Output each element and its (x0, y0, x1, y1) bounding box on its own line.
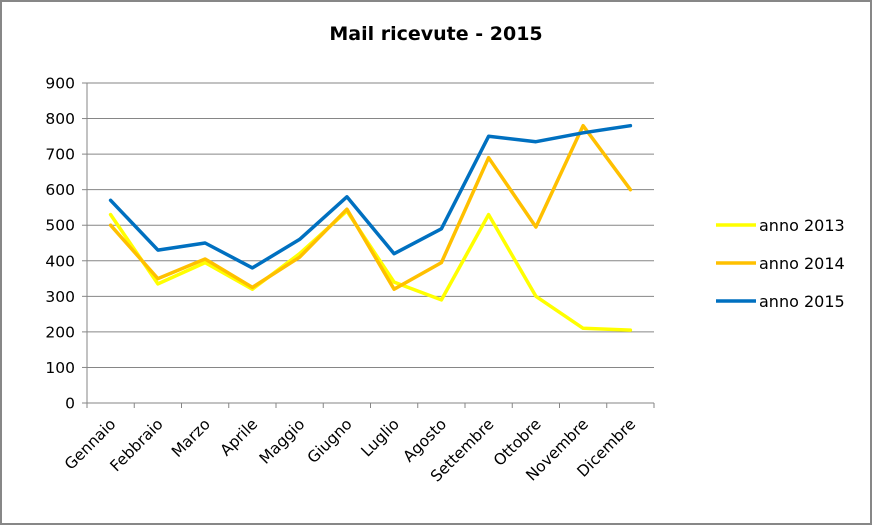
legend: anno 2013 anno 2014 anno 2015 (716, 216, 845, 311)
x-tick-label: Marzo (168, 415, 214, 461)
y-tick-label: 700 (45, 146, 75, 164)
legend-item: anno 2013 (716, 216, 845, 235)
series-lines (108, 123, 633, 332)
y-tick-label: 600 (45, 181, 75, 199)
x-tick-label: Aprile (217, 415, 262, 460)
chart-title: Mail ricevute - 2015 (329, 23, 542, 45)
legend-label: anno 2013 (759, 216, 845, 235)
x-tick-label: Luglio (358, 415, 403, 460)
y-tick-label: 900 (45, 75, 75, 93)
y-tick-label: 400 (45, 252, 75, 270)
legend-label: anno 2014 (759, 254, 845, 273)
y-tick-label: 500 (45, 217, 75, 235)
gridlines (87, 82, 654, 368)
legend-item: anno 2014 (716, 254, 845, 273)
series-line-anno-2013 (108, 209, 633, 332)
legend-item: anno 2015 (716, 292, 845, 311)
x-tick-label: Giugno (304, 415, 356, 467)
y-tick-label: 200 (45, 323, 75, 341)
y-axis: 0 100 200 300 400 500 600 700 800 900 (45, 75, 88, 413)
series-line-anno-2014 (108, 123, 633, 291)
x-tick-label: Maggio (256, 415, 309, 468)
y-tick-label: 300 (45, 288, 75, 306)
legend-label: anno 2015 (759, 292, 845, 311)
y-tick-label: 0 (65, 395, 75, 413)
y-tick-label: 800 (45, 110, 75, 128)
y-tick-label: 100 (45, 359, 75, 377)
series-line-anno-2015 (108, 123, 633, 270)
